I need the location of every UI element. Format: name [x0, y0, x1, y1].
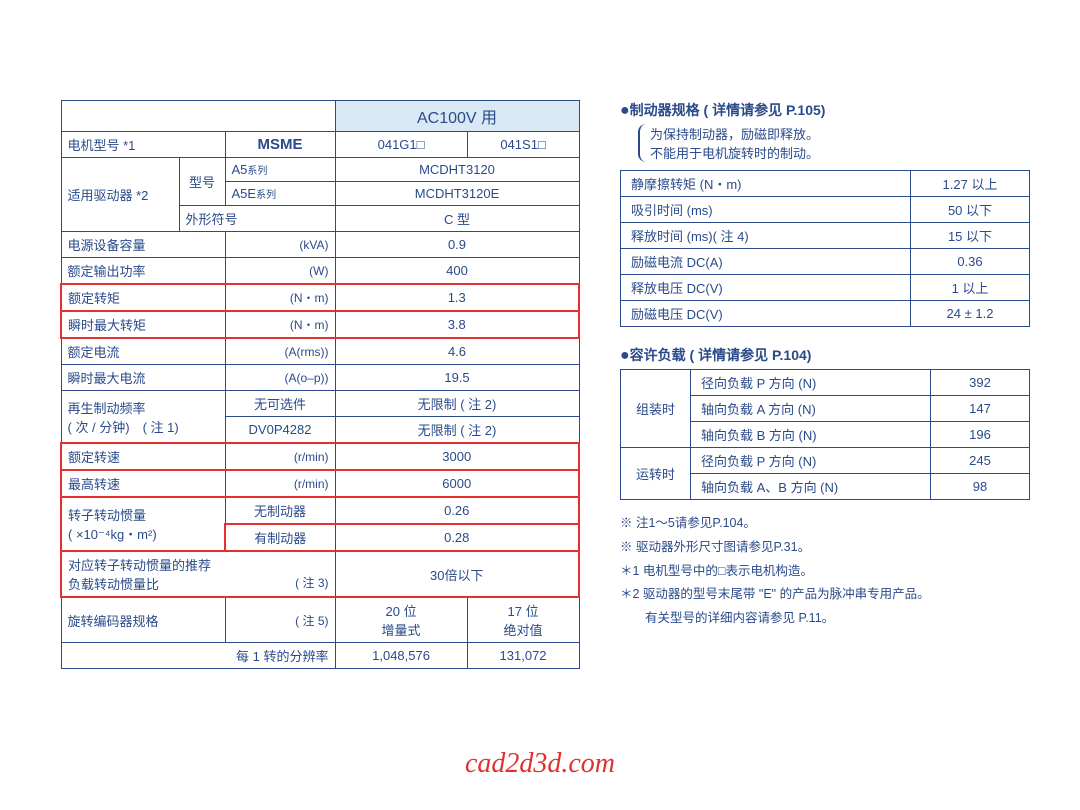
speed-row-highlighted: 最高转速 (r/min) 6000: [61, 470, 579, 497]
spec-row: 电源设备容量 (kVA) 0.9: [61, 232, 579, 258]
load-table: 组装时 径向负载 P 方向 (N) 392 轴向负载 A 方向 (N)147 轴…: [620, 369, 1030, 500]
a5e-series-label: A5E系列: [232, 186, 277, 201]
model-code-2: 041S1□: [467, 132, 579, 158]
footnote-line: ※ 注1～5请参见P.104。: [620, 512, 1030, 536]
a5e-driver-value: MCDHT3120E: [335, 182, 579, 206]
table-row: 释放电压 DC(V)1 以上: [621, 275, 1030, 301]
ac-voltage-header: AC100V 用: [335, 101, 579, 132]
load-title: ●容许负载 ( 详情请参见 P.104): [620, 345, 1030, 365]
speed-row-highlighted: 额定转速 (r/min) 3000: [61, 443, 579, 470]
table-row: 组装时 径向负载 P 方向 (N) 392: [621, 370, 1030, 396]
spec-row: 额定电流 (A(rms)) 4.6: [61, 338, 579, 365]
spec-row-highlighted: 额定转矩 (N・m) 1.3: [61, 284, 579, 311]
right-panel: ●制动器规格 ( 详情请参见 P.105) 为保持制动器，励磁即释放。 不能用于…: [620, 100, 1030, 669]
footnote-line: ※ 驱动器外形尺寸图请参见P.31。: [620, 536, 1030, 560]
a5-driver-value: MCDHT3120: [335, 158, 579, 182]
main-spec-table: AC100V 用 电机型号 *1 MSME 041G1□ 041S1□ 适用驱动…: [60, 100, 580, 669]
spec-row: 额定输出功率 (W) 400: [61, 258, 579, 285]
spec-row: 瞬时最大电流 (A(o–p)) 19.5: [61, 365, 579, 391]
table-row: 励磁电压 DC(V)24 ± 1.2: [621, 301, 1030, 327]
table-row: 释放时间 (ms)( 注 4)15 以下: [621, 223, 1030, 249]
table-row: 运转时 径向负载 P 方向 (N) 245: [621, 448, 1030, 474]
model-label: 电机型号 *1: [61, 132, 225, 158]
table-row: 静摩擦转矩 (N・m)1.27 以上: [621, 171, 1030, 197]
footnotes: ※ 注1～5请参见P.104。 ※ 驱动器外形尺寸图请参见P.31。 ＊1 电机…: [620, 512, 1030, 631]
model-code-1: 041G1□: [335, 132, 467, 158]
shape-value: C 型: [335, 206, 579, 232]
footnote-line: 有关型号的详细内容请参见 P.11。: [620, 607, 1030, 631]
ratio-row-highlighted: 对应转子转动惯量的推荐 负载转动惯量比 ( 注 3) 30倍以下: [61, 551, 579, 597]
shape-label: 外形符号: [179, 206, 335, 232]
footnote-line: ＊2 驱动器的型号末尾带 "E" 的产品为脉冲串专用产品。: [620, 583, 1030, 607]
table-row: 励磁电流 DC(A)0.36: [621, 249, 1030, 275]
encoder-row: 旋转编码器规格 ( 注 5) 20 位 增量式 17 位 绝对值: [61, 597, 579, 643]
main-spec-panel: AC100V 用 电机型号 *1 MSME 041G1□ 041S1□ 适用驱动…: [60, 100, 580, 669]
driver-type-label: 型号: [179, 158, 225, 206]
brake-title: ●制动器规格 ( 详情请参见 P.105): [620, 100, 1030, 120]
footnote-line: ＊1 电机型号中的□表示电机构造。: [620, 560, 1030, 584]
spec-row-highlighted: 瞬时最大转矩 (N・m) 3.8: [61, 311, 579, 338]
inertia-row-highlighted: 转子转动惯量 ( ×10⁻⁴kg・m²) 无制动器 0.26: [61, 497, 579, 524]
driver-label: 适用驱动器 *2: [61, 158, 179, 232]
regen-row: 再生制动频率 ( 次 / 分钟) ( 注 1) 无可选件 无限制 ( 注 2): [61, 391, 579, 417]
model-series: MSME: [225, 132, 335, 158]
brake-note: 为保持制动器，励磁即释放。 不能用于电机旋转时的制动。: [638, 124, 1030, 162]
watermark-text: cad2d3d.com: [0, 748, 1080, 780]
table-row: 吸引时间 (ms)50 以下: [621, 197, 1030, 223]
a5-series-label: A5系列: [232, 162, 268, 177]
resolution-row: 每 1 转的分辨率 1,048,576 131,072: [61, 643, 579, 669]
brake-table: 静摩擦转矩 (N・m)1.27 以上 吸引时间 (ms)50 以下 释放时间 (…: [620, 170, 1030, 327]
